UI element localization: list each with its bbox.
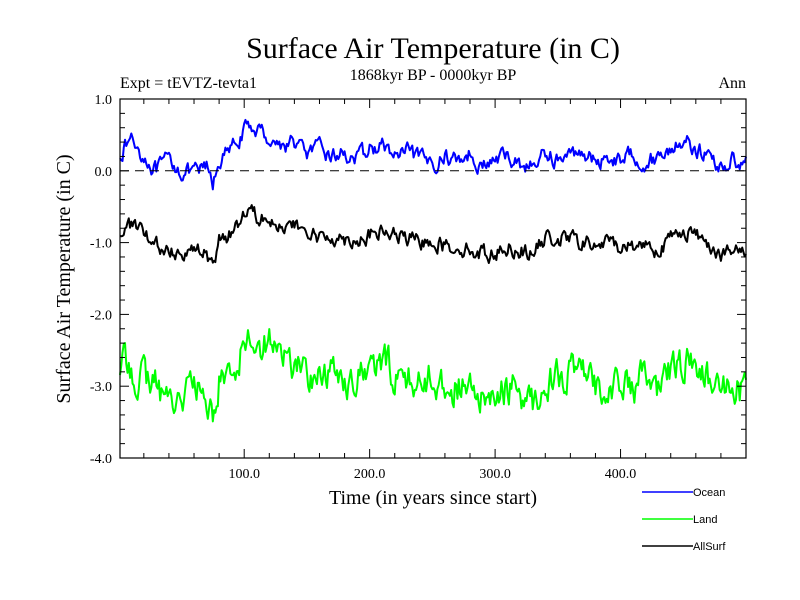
y-axis-label: Surface Air Temperature (in C) [53, 154, 75, 403]
x-axis-label: Time (in years since start) [329, 487, 537, 509]
series-line-land [119, 328, 747, 423]
y-tick-label: -4.0 [90, 452, 112, 467]
y-tick-label: 0.0 [95, 165, 113, 180]
expt-label: Expt = tEVTZ-tevta1 [120, 75, 257, 92]
y-axis: 1.0 0.0 -1.0 -2.0 -3.0 -4.0 [90, 93, 746, 467]
series-line-allsurf [119, 204, 747, 265]
legend: Ocean Land AllSurf [642, 487, 726, 553]
x-tick-label: 100.0 [228, 467, 260, 482]
legend-label-allsurf: AllSurf [693, 541, 726, 553]
y-tick-label: -1.0 [90, 237, 112, 252]
series-layer [119, 118, 747, 423]
chart-subtitle: 1868kyr BP - 0000kyr BP [350, 67, 517, 84]
plot-frame [119, 98, 747, 459]
y-tick-label: -2.0 [90, 308, 112, 323]
x-axis: 100.0 200.0 300.0 400.0 [143, 99, 722, 482]
chart-title: Surface Air Temperature (in C) [246, 32, 620, 65]
x-tick-label: 200.0 [354, 467, 386, 482]
y-tick-label: 1.0 [95, 93, 113, 108]
x-tick-label: 300.0 [479, 467, 511, 482]
legend-label-ocean: Ocean [693, 487, 725, 499]
x-tick-label: 400.0 [605, 467, 637, 482]
y-tick-label: -3.0 [90, 380, 112, 395]
season-label: Ann [718, 75, 746, 92]
series-line-ocean [119, 118, 747, 191]
legend-label-land: Land [693, 514, 717, 526]
